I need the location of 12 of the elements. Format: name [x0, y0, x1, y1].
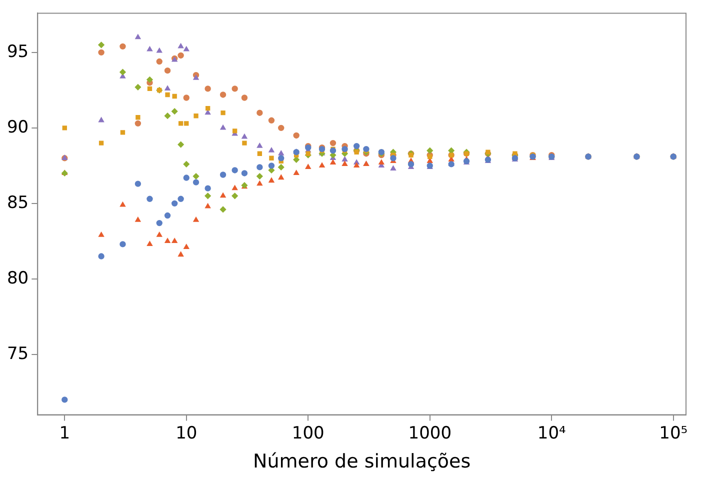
y-tick-label: 85 — [6, 192, 29, 213]
x-tick-label: 10⁵ — [659, 423, 688, 444]
x-tick-label: 1000 — [408, 423, 452, 444]
x-tick-label: 100 — [292, 423, 324, 444]
y-tick-label: 90 — [6, 117, 29, 138]
x-tick-label: 1 — [59, 423, 70, 444]
y-tick-label: 75 — [6, 344, 29, 364]
x-tick-label: 10 — [176, 423, 198, 444]
y-tick-label: 95 — [6, 42, 29, 62]
y-tick-label: 80 — [6, 268, 29, 288]
x-axis-title: Número de simulações — [253, 450, 471, 473]
x-tick-label: 10⁴ — [537, 423, 566, 444]
